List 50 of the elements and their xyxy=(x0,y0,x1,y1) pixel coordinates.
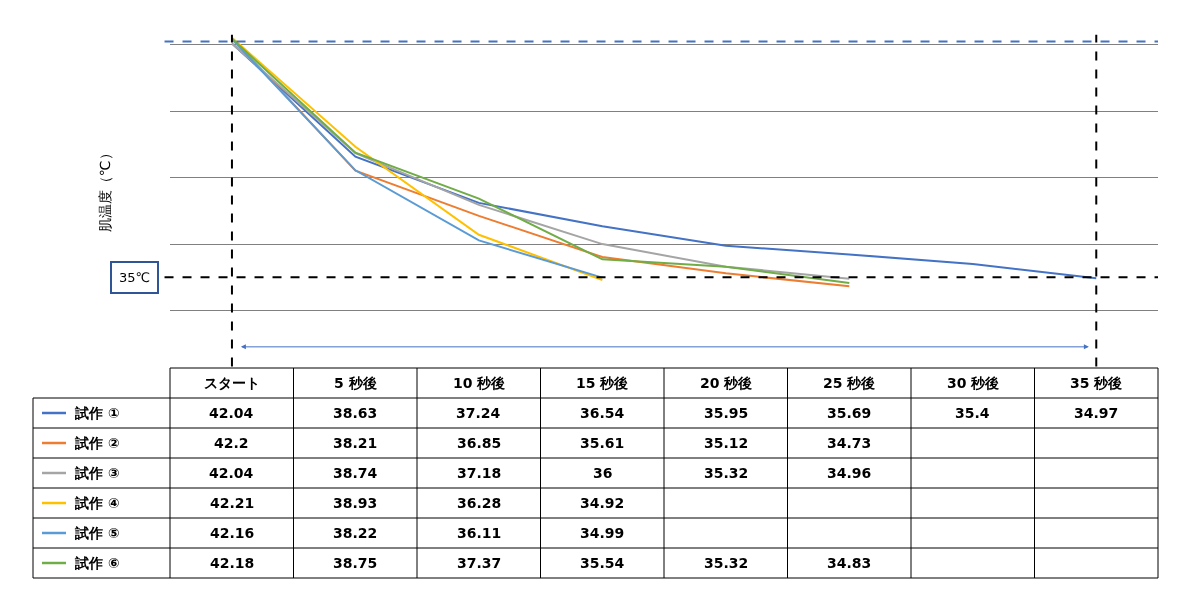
data-label: 38.75 xyxy=(333,555,378,571)
data-label: 35.69 xyxy=(827,405,872,421)
data-label: 35.12 xyxy=(704,435,749,451)
data-label: 34.99 xyxy=(580,525,625,541)
x-tick-label: 10 秒後 xyxy=(453,375,506,391)
data-label: 38.93 xyxy=(333,495,378,511)
data-label: 35.32 xyxy=(704,555,749,571)
y-axis-title: 肌温度（℃） xyxy=(96,146,113,233)
x-tick-label: 25 秒後 xyxy=(823,375,876,391)
data-label: 42.2 xyxy=(214,435,249,451)
data-label: 35.61 xyxy=(580,435,625,451)
x-tick-label: スタート xyxy=(204,375,260,391)
x-tick-label: 30 秒後 xyxy=(947,375,1000,391)
legend-label: 試作 ⑤ xyxy=(74,525,120,541)
legend-label: 試作 ② xyxy=(74,435,120,451)
data-label: 42.04 xyxy=(209,465,254,481)
x-tick-label: 20 秒後 xyxy=(700,375,753,391)
data-label: 42.18 xyxy=(210,555,255,571)
ref-line-label: 35℃ xyxy=(119,270,151,285)
legend-label: 試作 ④ xyxy=(74,495,120,511)
legend-label: 試作 ③ xyxy=(74,465,120,481)
data-label: 42.21 xyxy=(210,495,255,511)
data-label: 37.37 xyxy=(457,555,502,571)
data-label: 34.83 xyxy=(827,555,872,571)
data-label: 34.73 xyxy=(827,435,872,451)
data-label: 35.54 xyxy=(580,555,625,571)
data-label: 34.97 xyxy=(1074,405,1119,421)
data-label: 35.95 xyxy=(704,405,749,421)
legend-label: 試作 ⑥ xyxy=(74,555,120,571)
data-label: 37.18 xyxy=(457,465,502,481)
data-label: 34.96 xyxy=(827,465,872,481)
data-label: 38.74 xyxy=(333,465,378,481)
data-label: 35.32 xyxy=(704,465,749,481)
data-label: 36.54 xyxy=(580,405,625,421)
x-tick-label: 35 秒後 xyxy=(1070,375,1123,391)
data-label: 38.63 xyxy=(333,405,378,421)
data-label: 36 xyxy=(593,465,613,481)
data-label: 36.11 xyxy=(457,525,502,541)
x-tick-label: 5 秒後 xyxy=(334,375,377,391)
data-label: 38.22 xyxy=(333,525,378,541)
data-label: 35.4 xyxy=(955,405,990,421)
data-label: 36.85 xyxy=(457,435,502,451)
data-label: 34.92 xyxy=(580,495,625,511)
data-label: 38.21 xyxy=(333,435,378,451)
data-label: 42.16 xyxy=(210,525,255,541)
x-tick-label: 15 秒後 xyxy=(576,375,629,391)
data-label: 37.24 xyxy=(456,405,501,421)
data-label: 36.28 xyxy=(457,495,502,511)
legend-label: 試作 ① xyxy=(74,405,120,421)
data-label: 42.04 xyxy=(209,405,254,421)
